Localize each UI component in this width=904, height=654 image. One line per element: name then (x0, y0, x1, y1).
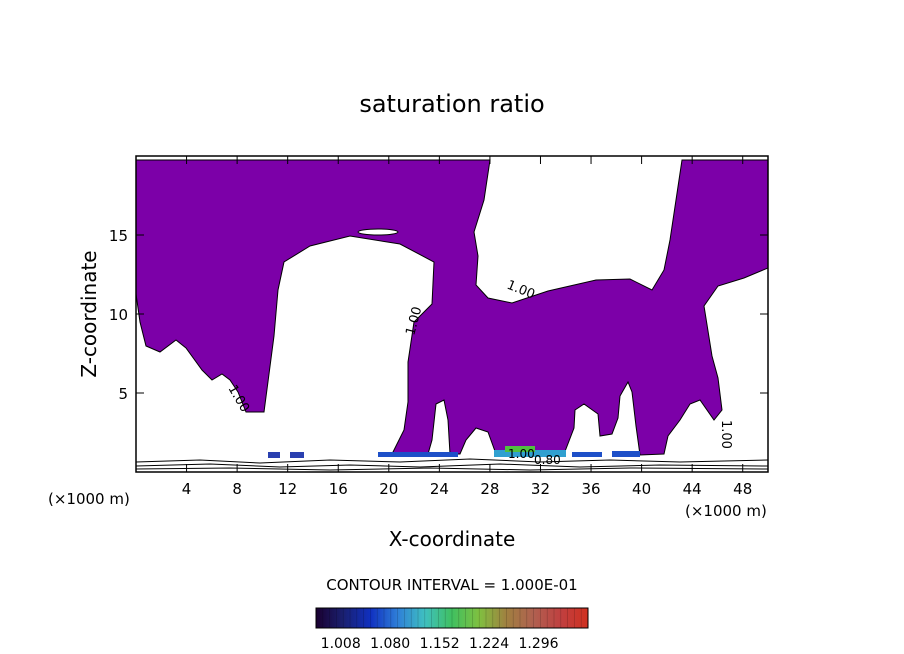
x-unit-left: (×1000 m) (48, 490, 130, 508)
y-tick-label: 5 (118, 385, 128, 403)
patch-6 (268, 452, 280, 458)
clear-pocket (357, 228, 399, 236)
chart-title: saturation ratio (359, 90, 544, 118)
patch-5 (612, 451, 640, 457)
colorbar-tick-label: 1.080 (370, 636, 410, 652)
contour-label-2: 1.00 (403, 305, 425, 337)
contour-label-3: 1.00 (505, 278, 537, 303)
x-tick-label: 28 (480, 480, 499, 498)
x-tick-label: 8 (232, 480, 242, 498)
y-tick-label: 15 (109, 227, 128, 245)
x-tick-label: 36 (581, 480, 600, 498)
x-axis-label: X-coordinate (389, 527, 516, 551)
colorbar-tick-label: 1.152 (420, 636, 460, 652)
y-axis-label: Z-coordinate (77, 250, 101, 377)
patch-2 (494, 450, 566, 457)
y-tick-label: 10 (109, 306, 128, 324)
y-axis: 5 10 15 (109, 227, 768, 403)
colorbar-tick-label: 1.296 (518, 636, 558, 652)
contour-line-3 (135, 467, 769, 471)
x-tick-label: 40 (632, 480, 651, 498)
contour-line-2 (135, 463, 769, 468)
x-tick-label: 20 (379, 480, 398, 498)
x-unit-right: (×1000 m) (685, 502, 767, 520)
supersaturated-area (136, 159, 768, 456)
x-axis: 4 8 12 16 20 24 28 32 36 40 44 48 (182, 156, 752, 498)
x-tick-label: 48 (733, 480, 752, 498)
colorbar-ticks: 1.008 1.080 1.152 1.224 1.296 (315, 608, 582, 652)
colorbar-tick-label: 1.008 (321, 636, 361, 652)
contour-line-1 (135, 458, 769, 464)
contour-label-4: 1.00 (718, 420, 733, 449)
patch-4 (572, 452, 602, 457)
contour-label-6: 0.80 (534, 453, 561, 467)
x-tick-label: 24 (430, 480, 449, 498)
x-tick-label: 4 (182, 480, 192, 498)
contour-interval-text: CONTOUR INTERVAL = 1.000E-01 (326, 576, 577, 594)
x-tick-label: 12 (278, 480, 297, 498)
contour-label-5: 1.00 (508, 447, 535, 461)
surface-patches (268, 446, 640, 458)
x-tick-label: 16 (329, 480, 348, 498)
x-tick-label: 32 (531, 480, 550, 498)
contour-fill-region (136, 159, 768, 456)
patch-1 (378, 452, 458, 457)
colorbar-tick-label: 1.224 (469, 636, 509, 652)
x-tick-label: 44 (683, 480, 702, 498)
surface-contours (135, 458, 769, 471)
colorbar (315, 607, 589, 629)
patch-7 (290, 452, 304, 458)
patch-3 (505, 446, 535, 452)
